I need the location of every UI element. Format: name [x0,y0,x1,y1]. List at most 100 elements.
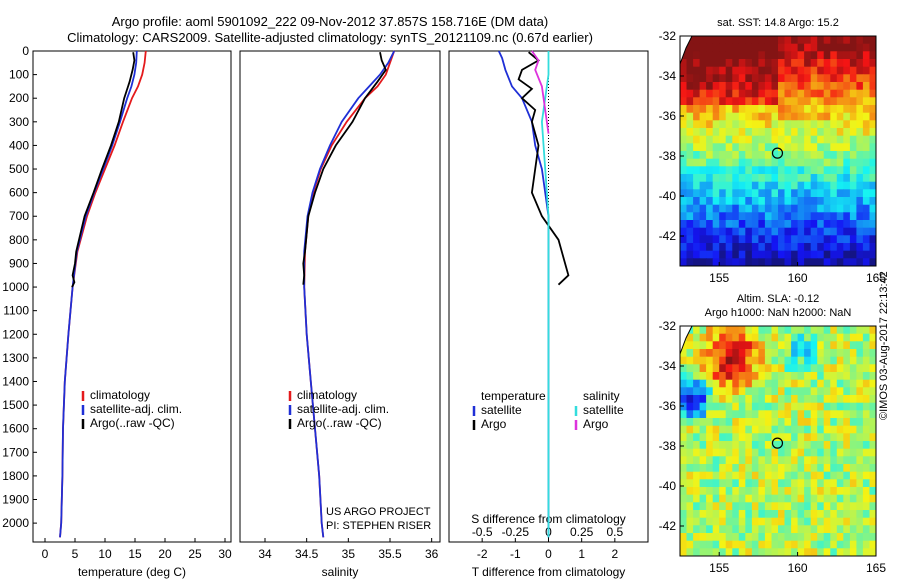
sla-xtick-label: 155 [709,561,729,575]
sla-cell [699,510,707,519]
sst-cell [856,143,864,152]
sst-cell [725,250,733,259]
sst-cell [732,189,740,198]
sla-cell [836,402,844,411]
sla-cell [771,479,779,488]
sla-cell [778,494,786,503]
sst-cell [680,74,688,83]
sla-cell [797,464,805,473]
sst-cell [680,250,688,259]
sla-cell [712,533,720,542]
sla-cell [856,548,864,556]
sla-land-outline [680,326,693,355]
sst-cell [680,97,688,106]
sla-cell [758,487,766,496]
sla-cell [778,517,786,526]
sst-cell [680,227,688,236]
sst-cell [745,74,753,83]
sla-cell [764,418,772,427]
sst-cell [751,212,759,221]
sla-cell [836,333,844,342]
sst-cell [732,82,740,91]
sst-cell [817,166,825,175]
sla-cell [810,548,818,556]
sla-cell [712,525,720,534]
sla-cell [830,479,838,488]
sla-cell [693,502,701,511]
sla-cell [712,341,720,350]
sst-cell [712,174,720,183]
sla-cell [771,341,779,350]
sla-cell [719,418,727,427]
sla-cell [680,364,688,373]
sla-cell [810,525,818,534]
sla-cell [745,517,753,526]
sst-cell [778,243,786,252]
sst-cell [719,112,727,121]
sst-cell [738,227,746,236]
sst-cell [843,59,851,68]
sst-cell [706,243,714,252]
sla-cell [849,479,857,488]
sst-cell [836,97,844,106]
sst-cell [745,82,753,91]
sla-cell [680,502,688,511]
sla-cell [732,548,740,556]
sst-cell [693,174,701,183]
sla-cell [836,356,844,365]
sst-cell [725,74,733,83]
sla-cell [706,448,714,457]
sst-cell [706,59,714,68]
sla-cell [778,425,786,434]
sla-cell [693,402,701,411]
sla-cell [758,471,766,480]
sla-cell [725,456,733,465]
sst-cell [810,36,818,45]
sst-cell [836,66,844,75]
sst-cell [732,227,740,236]
sla-cell [732,456,740,465]
sst-cell [706,151,714,160]
sla-cell [764,525,772,534]
sla-cell [830,448,838,457]
sla-cell [764,372,772,381]
sst-cell [751,250,759,259]
sst-cell [869,243,876,252]
sla-cell [797,418,805,427]
sla-cell [797,326,805,335]
sla-cell [804,364,812,373]
sla-cell [804,372,812,381]
sla-cell [823,333,831,342]
sla-cell [778,395,786,404]
sst-cell [719,128,727,137]
sla-cell [712,471,720,480]
sst-cell [830,82,838,91]
sst-cell [712,97,720,106]
sst-cell [791,250,799,259]
sst-cell [830,189,838,198]
sst-cell [836,135,844,144]
sst-cell [823,181,831,190]
sst-cell [706,197,714,206]
sst-cell [830,135,838,144]
sla-cell [862,402,870,411]
sla-cell [764,548,772,556]
sst-cell [804,151,812,160]
sla-cell [693,341,701,350]
sla-ytick-label: -34 [659,359,677,373]
sla-cell [856,349,864,358]
sla-cell [778,372,786,381]
sst-cell [706,258,714,266]
sla-cell [849,502,857,511]
sst-cell [791,197,799,206]
sla-cell [836,395,844,404]
sla-argo-position-marker [771,437,784,449]
sst-cell [823,97,831,106]
sst-cell [751,135,759,144]
sla-cell [712,418,720,427]
sst-cell [797,174,805,183]
sst-cell [719,166,727,175]
sst-cell [764,66,772,75]
sst-cell [869,212,876,221]
sla-cell [758,441,766,450]
